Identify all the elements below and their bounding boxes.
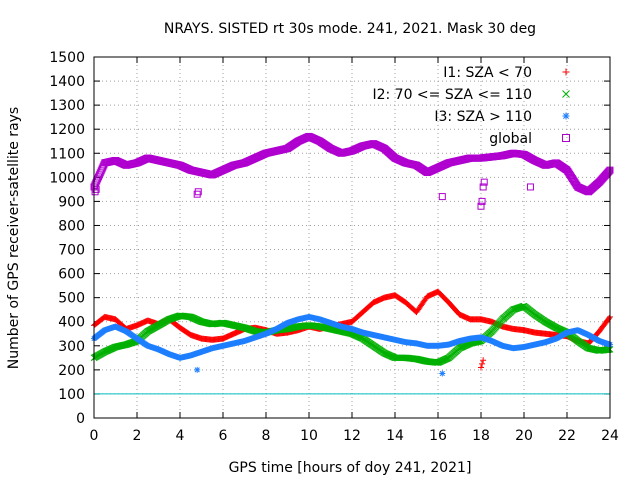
y-tick-label: 900: [58, 194, 85, 210]
outlier-group: [478, 357, 487, 371]
legend-item: I2: 70 <= SZA <= 110: [372, 87, 570, 103]
y-tick-label: 1500: [49, 50, 85, 66]
y-tick-label: 100: [58, 387, 85, 403]
y-tick-label: 400: [58, 315, 85, 331]
y-tick-label: 1100: [49, 146, 85, 162]
data-point: [562, 68, 570, 76]
x-tick-label: 22: [558, 428, 576, 444]
y-tick-label: 600: [58, 267, 85, 283]
chart-title: NRAYS. SISTED rt 30s mode. 241, 2021. Ma…: [164, 21, 536, 37]
legend-label: global: [489, 131, 532, 147]
data-point: [562, 112, 570, 120]
y-tick-label: 1200: [49, 122, 85, 138]
data-point: [478, 364, 484, 371]
data-point: [194, 188, 202, 196]
legend-item: I3: SZA > 110: [434, 109, 570, 125]
data-point: [562, 134, 570, 142]
data-point: [438, 193, 446, 201]
axis-ticks: 0100200300400500600700800900100011001200…: [49, 50, 619, 444]
y-tick-label: 200: [58, 363, 85, 379]
x-tick-label: 6: [219, 428, 228, 444]
legend-label: I1: SZA < 70: [443, 65, 532, 81]
y-tick-label: 0: [76, 411, 85, 427]
data-point: [479, 183, 487, 191]
y-tick-label: 1000: [49, 170, 85, 186]
x-tick-label: 8: [262, 428, 271, 444]
data-marks: [90, 132, 614, 377]
y-tick-label: 1300: [49, 98, 85, 114]
grid: [94, 57, 610, 418]
series-square: [90, 132, 614, 196]
data-point: [603, 346, 611, 354]
x-tick-label: 24: [601, 428, 619, 444]
data-point: [92, 185, 100, 193]
data-point: [480, 357, 487, 364]
legend-item: global: [489, 131, 570, 147]
data-point: [478, 197, 486, 205]
x-axis-label: GPS time [hours of doy 241, 2021]: [229, 460, 472, 476]
y-tick-label: 300: [58, 339, 85, 355]
data-point: [194, 366, 201, 373]
data-point: [526, 183, 534, 191]
x-tick-label: 10: [300, 428, 318, 444]
y-axis-label: Number of GPS receiver-satellite rays: [6, 107, 22, 369]
legend-label: I3: SZA > 110: [434, 109, 532, 125]
x-tick-label: 2: [133, 428, 142, 444]
x-tick-label: 18: [472, 428, 490, 444]
legend-item: I1: SZA < 70: [443, 65, 570, 81]
y-tick-label: 700: [58, 243, 85, 259]
x-tick-label: 12: [343, 428, 361, 444]
data-point: [604, 168, 612, 176]
y-tick-label: 1400: [49, 74, 85, 90]
plot-frame: [93, 56, 611, 419]
series-asterisk: [91, 313, 613, 361]
data-point: [480, 178, 488, 186]
data-point: [193, 190, 201, 198]
y-tick-label: 500: [58, 291, 85, 307]
data-point: [477, 202, 485, 210]
legend: I1: SZA < 70 I2: 70 <= SZA <= 110 I3: SZA …: [372, 65, 570, 147]
x-tick-label: 20: [515, 428, 533, 444]
data-point: [91, 188, 99, 196]
data-point: [605, 167, 613, 175]
x-tick-label: 0: [90, 428, 99, 444]
data-point: [439, 370, 446, 377]
x-tick-label: 14: [386, 428, 404, 444]
data-point: [479, 360, 486, 367]
data-point: [605, 346, 613, 353]
x-tick-label: 4: [176, 428, 185, 444]
outlier-group: [91, 178, 534, 210]
y-tick-label: 800: [58, 218, 85, 234]
data-point: [562, 90, 570, 98]
x-tick-label: 16: [429, 428, 447, 444]
legend-label: I2: 70 <= SZA <= 110: [372, 87, 532, 103]
outlier-group: [194, 366, 446, 377]
data-point: [606, 315, 613, 322]
